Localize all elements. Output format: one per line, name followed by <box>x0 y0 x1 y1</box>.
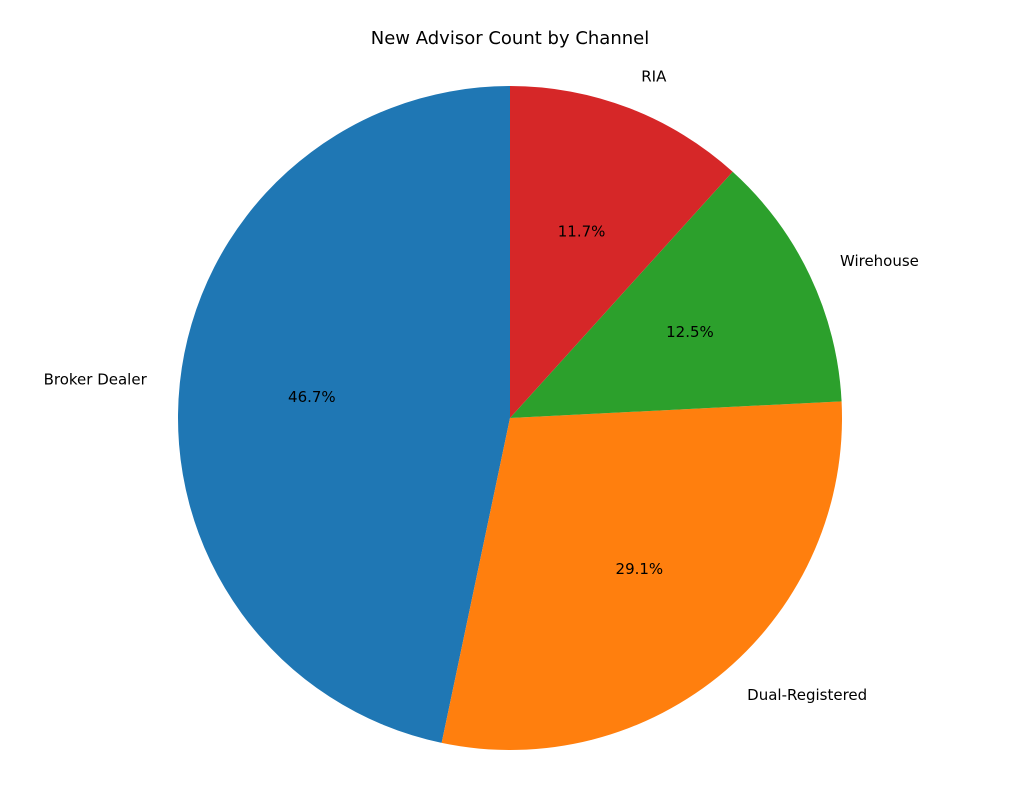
slice-label: RIA <box>641 68 667 86</box>
value-label: 12.5% <box>666 323 714 341</box>
slice-label: Dual-Registered <box>747 686 867 704</box>
slice-label: Broker Dealer <box>44 371 148 389</box>
value-label: 11.7% <box>558 223 606 241</box>
value-label: 46.7% <box>288 388 336 406</box>
pie-slice <box>441 401 842 750</box>
chart-title: New Advisor Count by Channel <box>371 28 649 49</box>
pie-slice <box>178 86 510 743</box>
pie-slice <box>510 86 733 418</box>
slice-label: Wirehouse <box>840 252 919 270</box>
pie-slice <box>510 171 842 418</box>
value-label: 29.1% <box>616 560 664 578</box>
